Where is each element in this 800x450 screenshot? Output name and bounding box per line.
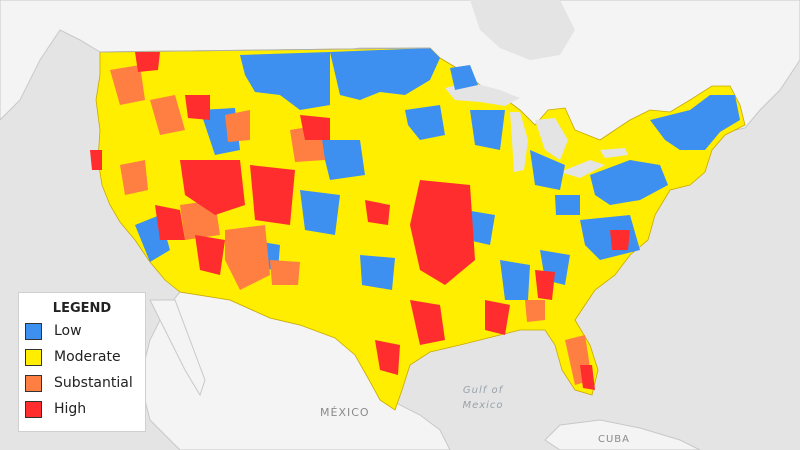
lake-ontario [600,148,628,158]
legend-label-substantial: Substantial [54,375,133,391]
legend-swatch-high [25,400,42,418]
legend-swatch-low [25,322,42,340]
cuba-island [544,419,701,450]
legend-item-moderate: Moderate [25,344,139,370]
legend-label-high: High [54,401,87,417]
baja-peninsula [149,299,206,397]
legend-item-substantial: Substantial [25,370,139,396]
map-legend: LEGEND Low Moderate Substantial High [18,292,146,432]
gulf-label-line2: Mexico [462,400,504,411]
level-high-regions [90,52,630,390]
legend-title: LEGEND [52,301,112,316]
legend-swatch-substantial [25,374,42,392]
lake-erie [560,160,605,178]
us-canada-border [99,47,431,53]
lake-huron [535,118,568,160]
gulf-of-mexico-label: Gulf of Mexico [448,383,518,413]
legend-swatch-moderate [25,348,42,366]
legend-label-low: Low [54,323,82,339]
legend-item-low: Low [25,318,139,344]
lake-michigan [510,112,528,172]
hudson-bay [470,0,575,60]
legend-item-high: High [25,396,139,422]
mexico-label: MÉXICO [320,406,370,419]
level-substantial-regions [110,65,592,385]
legend-label-moderate: Moderate [54,349,121,365]
cuba-label: CUBA [598,434,631,445]
gulf-label-line1: Gulf of [462,385,504,396]
